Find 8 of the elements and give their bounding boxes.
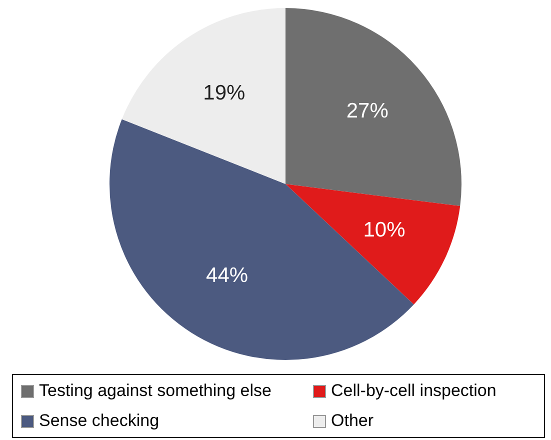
legend-label: Sense checking	[39, 411, 160, 431]
data-label: 10%	[363, 218, 406, 242]
data-label: 19%	[203, 82, 246, 105]
data-label: 27%	[346, 100, 388, 123]
legend-label: Other	[331, 411, 374, 431]
data-label: 44%	[206, 264, 248, 287]
legend-label: Testing against something else	[39, 381, 272, 401]
legend-label: Cell-by-cell inspection	[331, 381, 496, 401]
